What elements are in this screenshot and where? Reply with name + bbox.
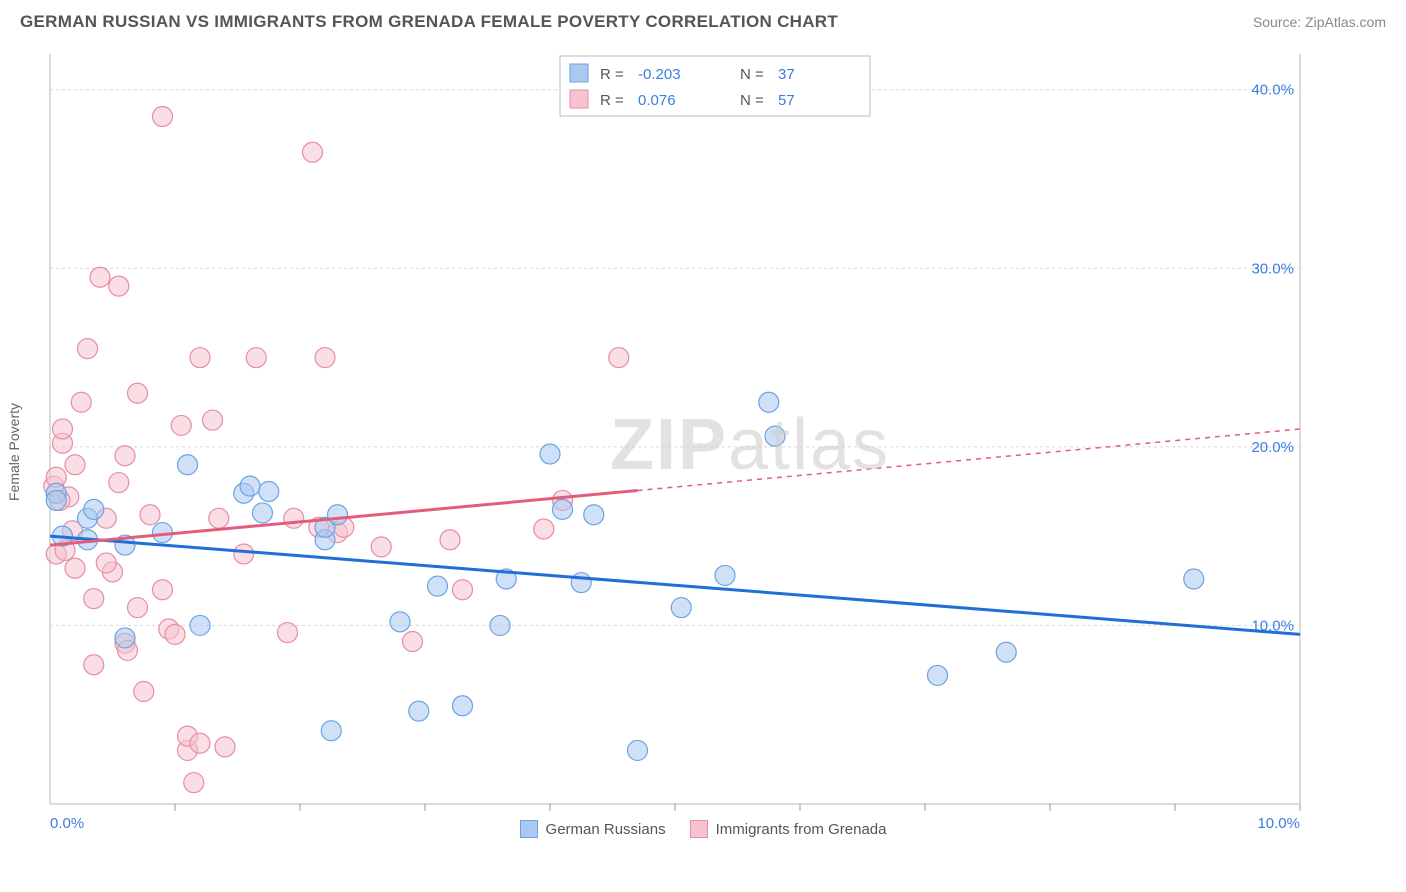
point-series2 <box>53 419 73 439</box>
point-series2 <box>534 519 554 539</box>
point-series2 <box>284 508 304 528</box>
point-series1 <box>259 482 279 502</box>
point-series1 <box>453 696 473 716</box>
point-series1 <box>253 503 273 523</box>
point-series2 <box>184 773 204 793</box>
point-series2 <box>453 580 473 600</box>
stats-r-value: -0.203 <box>638 66 681 83</box>
point-series1 <box>190 615 210 635</box>
legend-swatch-series2 <box>690 820 708 838</box>
trendline-series2-dashed <box>638 429 1301 491</box>
point-series2 <box>234 544 254 564</box>
point-series1 <box>178 455 198 475</box>
stats-n-label: N = <box>740 66 764 83</box>
point-series2 <box>246 348 266 368</box>
stats-r-label: R = <box>600 92 624 109</box>
stats-r-label: R = <box>600 66 624 83</box>
point-series2 <box>609 348 629 368</box>
point-series2 <box>71 392 91 412</box>
point-series2 <box>371 537 391 557</box>
point-series2 <box>190 348 210 368</box>
point-series2 <box>78 339 98 359</box>
point-series1 <box>759 392 779 412</box>
point-series2 <box>128 383 148 403</box>
point-series2 <box>440 530 460 550</box>
point-series2 <box>171 415 191 435</box>
legend-label-series1: German Russians <box>546 821 666 838</box>
trendline-series1 <box>50 536 1300 634</box>
point-series1 <box>1184 569 1204 589</box>
point-series1 <box>715 565 735 585</box>
point-series2 <box>403 632 423 652</box>
point-series2 <box>209 508 229 528</box>
y-tick-label: 30.0% <box>1251 260 1294 277</box>
stats-swatch <box>570 90 588 108</box>
point-series2 <box>128 598 148 618</box>
point-series2 <box>165 624 185 644</box>
point-series2 <box>109 473 129 493</box>
point-series1 <box>409 701 429 721</box>
point-series2 <box>84 655 104 675</box>
legend: German Russians Immigrants from Grenada <box>20 820 1386 844</box>
point-series2 <box>115 446 135 466</box>
point-series2 <box>315 348 335 368</box>
stats-n-value: 57 <box>778 92 795 109</box>
y-axis-label: Female Poverty <box>6 403 22 501</box>
source-attribution: Source: ZipAtlas.com <box>1253 14 1386 30</box>
point-series1 <box>928 665 948 685</box>
point-series2 <box>140 505 160 525</box>
stats-n-label: N = <box>740 92 764 109</box>
point-series1 <box>553 499 573 519</box>
point-series2 <box>190 733 210 753</box>
legend-swatch-series1 <box>520 820 538 838</box>
scatter-chart: 10.0%20.0%30.0%40.0%0.0%10.0%R =-0.203N … <box>20 44 1370 844</box>
point-series1 <box>428 576 448 596</box>
point-series1 <box>628 740 648 760</box>
stats-swatch <box>570 64 588 82</box>
point-series2 <box>65 455 85 475</box>
point-series1 <box>321 721 341 741</box>
stats-n-value: 37 <box>778 66 795 83</box>
point-series2 <box>278 623 298 643</box>
point-series1 <box>765 426 785 446</box>
point-series1 <box>671 598 691 618</box>
point-series2 <box>90 267 110 287</box>
point-series1 <box>84 499 104 519</box>
chart-area: Female Poverty 10.0%20.0%30.0%40.0%0.0%1… <box>20 44 1386 844</box>
point-series1 <box>490 615 510 635</box>
point-series1 <box>540 444 560 464</box>
point-series2 <box>303 142 323 162</box>
point-series2 <box>203 410 223 430</box>
point-series1 <box>115 628 135 648</box>
point-series2 <box>84 589 104 609</box>
legend-label-series2: Immigrants from Grenada <box>716 821 887 838</box>
point-series2 <box>153 107 173 127</box>
y-tick-label: 40.0% <box>1251 82 1294 99</box>
legend-item-series2: Immigrants from Grenada <box>690 820 887 838</box>
point-series1 <box>584 505 604 525</box>
point-series1 <box>996 642 1016 662</box>
point-series1 <box>390 612 410 632</box>
y-tick-label: 20.0% <box>1251 439 1294 456</box>
point-series1 <box>240 476 260 496</box>
point-series2 <box>65 558 85 578</box>
stats-r-value: 0.076 <box>638 92 676 109</box>
legend-item-series1: German Russians <box>520 820 666 838</box>
point-series1 <box>46 490 66 510</box>
point-series2 <box>215 737 235 757</box>
point-series2 <box>134 682 154 702</box>
point-series2 <box>153 580 173 600</box>
point-series2 <box>96 553 116 573</box>
chart-title: GERMAN RUSSIAN VS IMMIGRANTS FROM GRENAD… <box>20 12 838 32</box>
point-series1 <box>571 573 591 593</box>
point-series2 <box>109 276 129 296</box>
point-series1 <box>328 505 348 525</box>
